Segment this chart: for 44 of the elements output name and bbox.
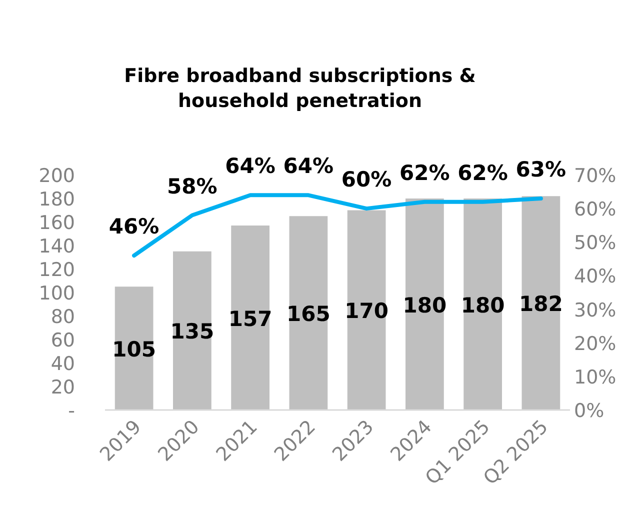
y-tick-label: 140 — [38, 236, 75, 258]
data-label: 157 — [228, 306, 272, 331]
y-tick-label: 120 — [38, 259, 75, 281]
data-label: 62% — [400, 160, 450, 185]
bar — [406, 198, 444, 410]
data-label: 182 — [519, 292, 563, 316]
data-label: 165 — [286, 302, 330, 326]
y-tick-label: 20 — [50, 376, 75, 398]
data-label: 58% — [167, 174, 218, 198]
y-tick-label: 200 — [38, 165, 75, 187]
y-tick-label: 100 — [38, 282, 75, 304]
data-label: 180 — [402, 293, 447, 318]
bar — [464, 198, 502, 410]
y-tick-label: 180 — [38, 188, 75, 210]
y2-tick-label: 50% — [574, 232, 616, 254]
y2-tick-label: 60% — [574, 198, 616, 221]
y2-tick-label: 10% — [574, 366, 616, 388]
data-label: 105 — [112, 337, 156, 362]
y2-tick-label: 0% — [574, 400, 604, 422]
data-label: 60% — [341, 168, 392, 192]
data-label: 63% — [516, 158, 566, 182]
y-tick-label: 40 — [50, 353, 75, 375]
data-label: 62% — [458, 160, 508, 185]
y-tick-label: 60 — [50, 330, 75, 352]
y2-tick-label: 30% — [574, 299, 616, 322]
y2-tick-label: 20% — [574, 332, 616, 355]
bar — [114, 286, 154, 410]
chart-title: Fibre broadband subscriptions & household penetration — [124, 65, 476, 112]
data-label: 46% — [108, 214, 160, 239]
bar — [522, 196, 560, 410]
bar — [347, 210, 386, 410]
y2-tick-label: 40% — [574, 266, 616, 288]
data-label: 135 — [170, 320, 214, 344]
data-label: 64% — [283, 154, 334, 178]
y-tick-label: 160 — [38, 212, 75, 234]
data-label: 170 — [344, 299, 388, 324]
bar — [289, 216, 328, 410]
bar — [173, 251, 212, 410]
data-label: 180 — [460, 293, 505, 318]
y-tick-label: - — [68, 400, 75, 422]
data-label: 64% — [225, 154, 276, 178]
y2-tick-label: 70% — [574, 165, 616, 187]
bar — [231, 226, 270, 410]
y-tick-label: 80 — [50, 306, 75, 328]
